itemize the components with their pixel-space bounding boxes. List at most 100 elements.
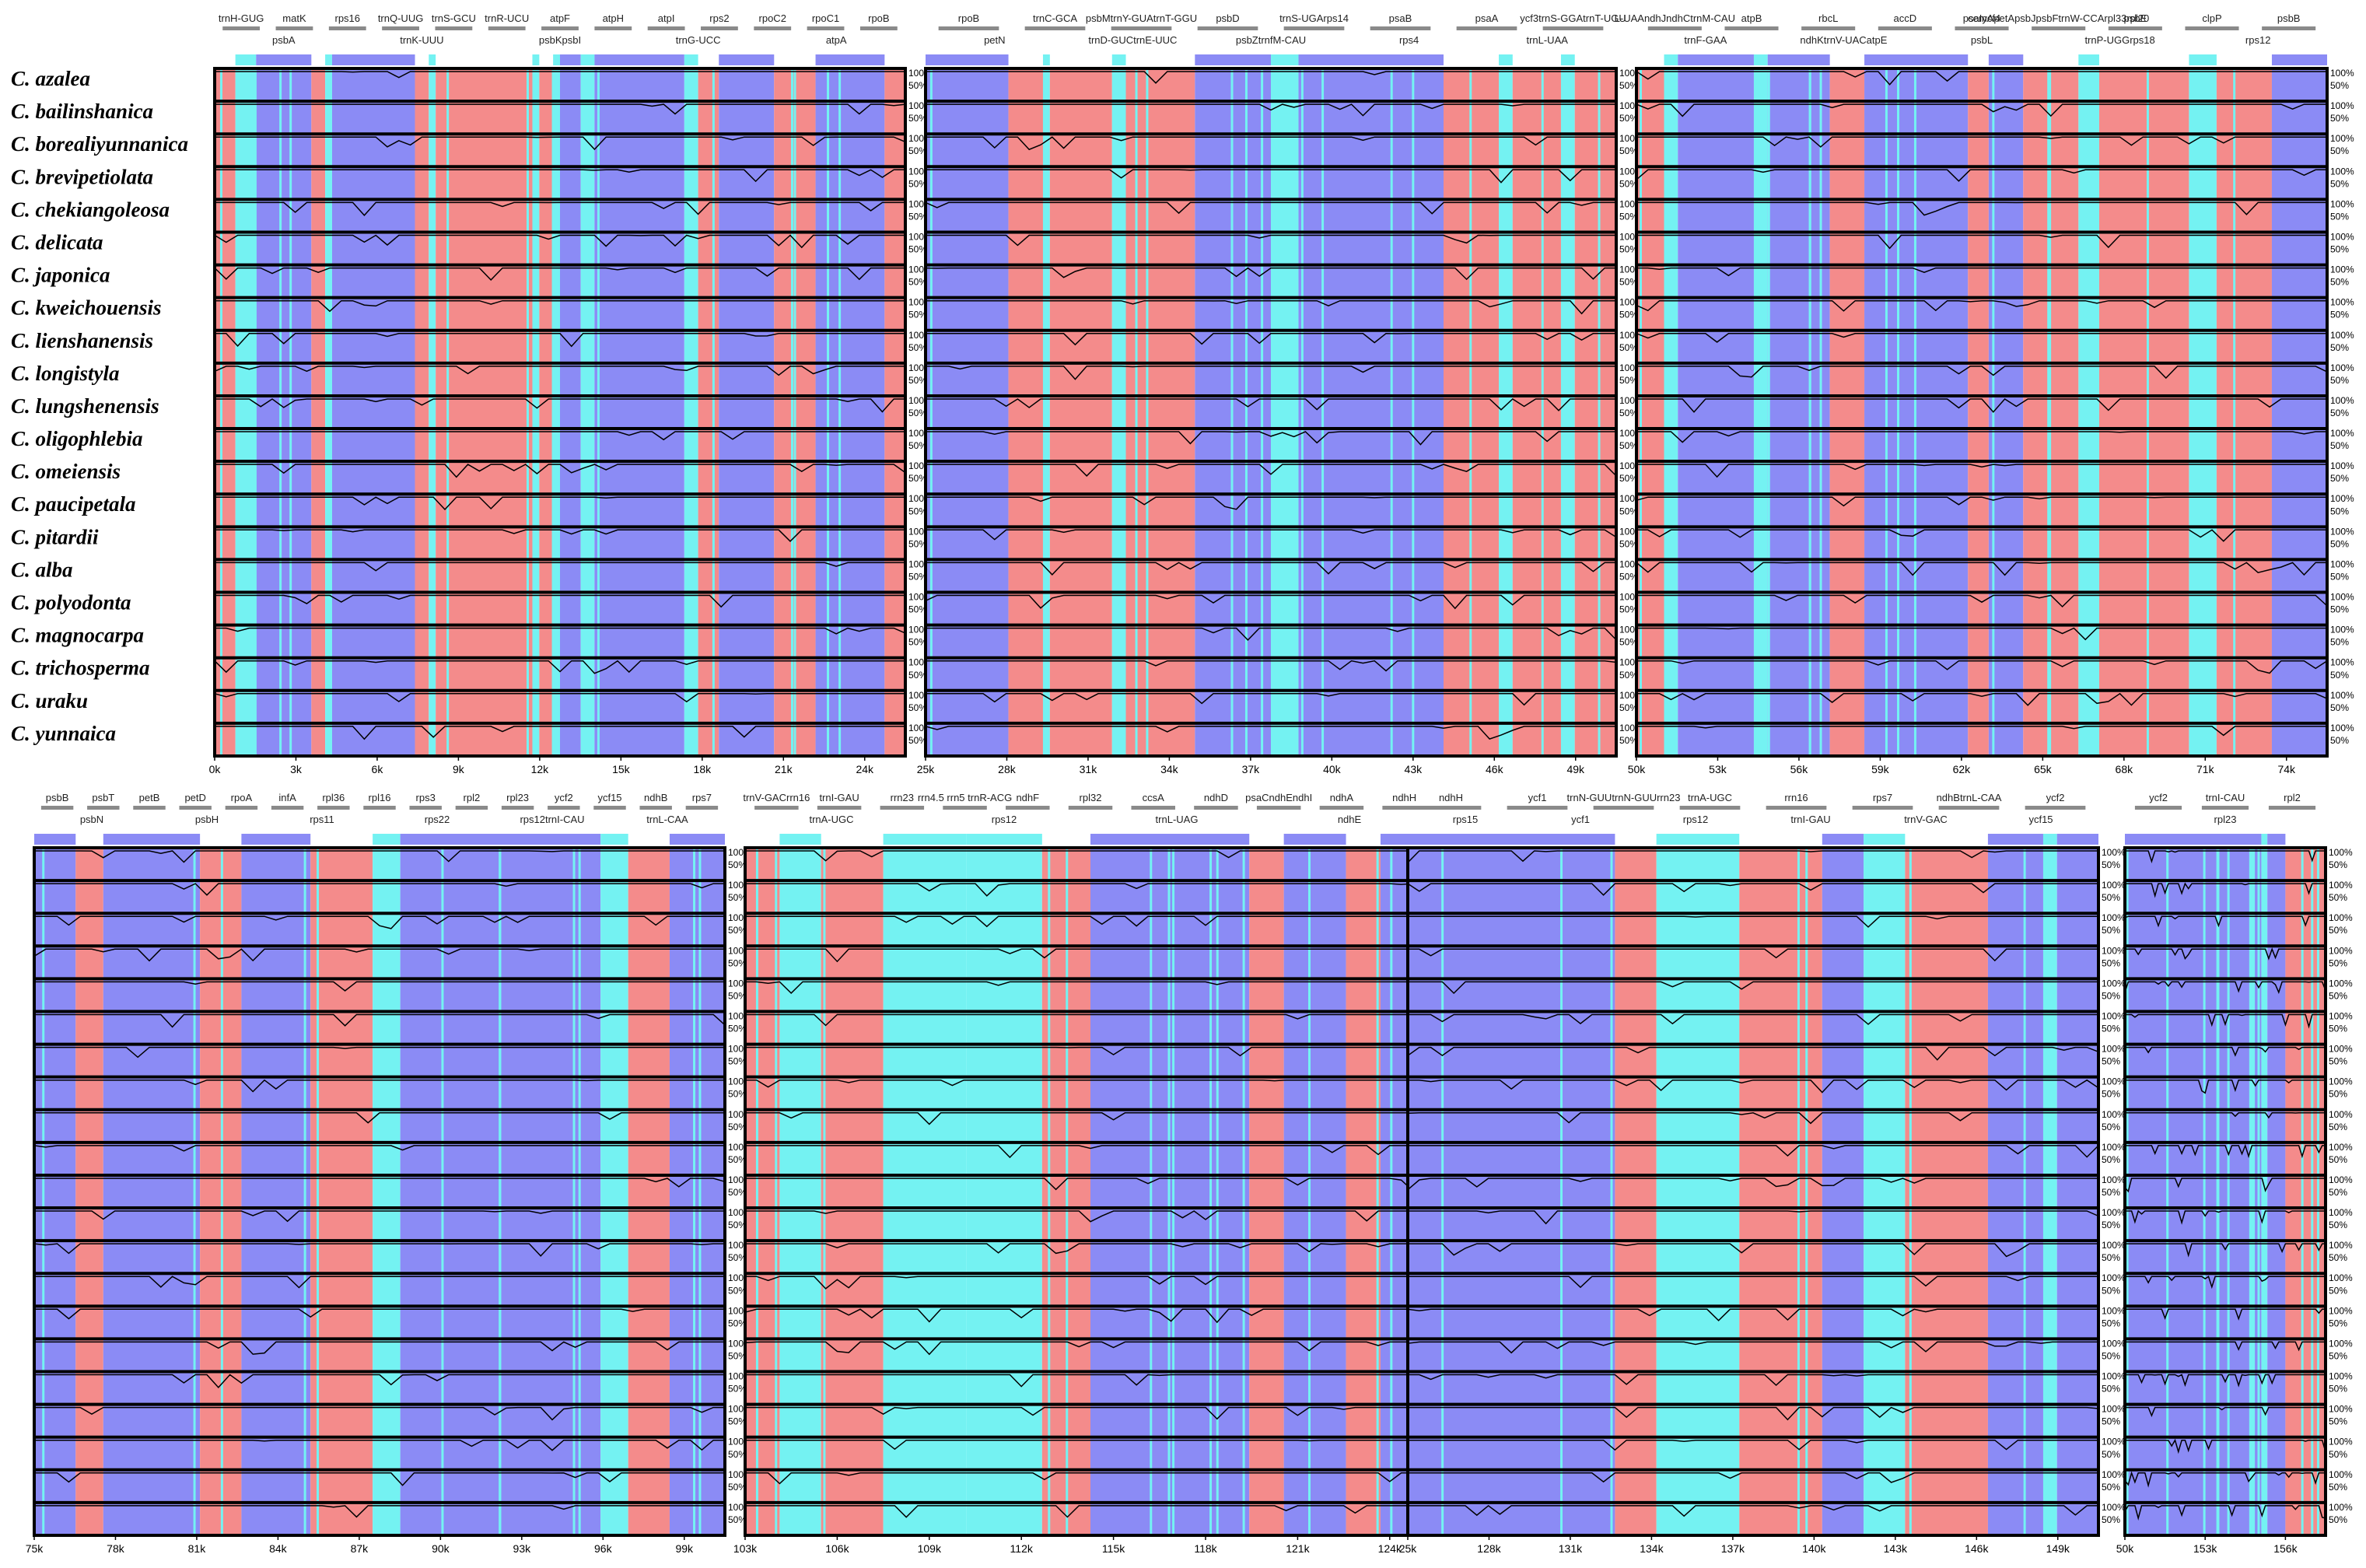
gene-label: rps2 [709,12,729,24]
gene-label: psaA [1475,12,1499,24]
percent-label: 50% [2102,1285,2120,1296]
tick-label: 78k [107,1542,125,1555]
gene-arrow [1420,806,1482,810]
region-header [532,54,540,65]
percent-label: 100% [2330,657,2354,668]
gene-label: psbB [2277,12,2301,24]
gene-label: ycf2 [2046,792,2065,803]
region-band [1968,68,1989,756]
region-band [1897,68,1900,756]
gene-label: ycf1 [1571,814,1590,825]
percent-label: 50% [728,892,747,903]
percent-label: 50% [908,80,927,91]
gene-arrow [859,26,898,30]
region-header [669,834,725,845]
identity-curve [33,1210,725,1223]
identity-curve [925,529,1617,541]
tick-label: 21k [775,763,793,775]
gene-arrow [87,806,120,810]
identity-curve [1407,1145,2099,1158]
percent-label: 50% [2329,1089,2347,1100]
percent-label: 100% [2102,978,2126,989]
identity-curve [744,1112,1436,1125]
region-band [2049,68,2052,756]
percent-label: 100% [2330,264,2354,275]
gene-arrow [701,26,738,30]
region-band [1288,68,1291,756]
region-band [719,68,775,756]
gene-arrow [455,806,488,810]
identity-curve [1636,692,2328,706]
identity-curve [33,1112,725,1124]
region-band [1664,68,1678,756]
region-band [1242,848,1245,1535]
region-band [2216,68,2272,756]
region-header [1822,834,1864,845]
species-labels: C. azalea C. bailinshanica C. borealiyunna… [11,67,188,745]
region-band [1822,848,1864,1535]
tick-label: 149k [2046,1542,2070,1555]
gene-label: trnG-UCC [676,34,721,46]
region-band [499,848,502,1535]
percent-label: 50% [728,1449,747,1460]
gene-label: trnK-UUU [400,34,443,46]
region-band [1172,848,1175,1535]
identity-curve [744,1243,1436,1255]
identity-curve [2124,1112,2326,1119]
identity-curve [2124,1209,2326,1225]
gene-arrow [1382,806,1426,810]
identity-curve [925,562,1616,576]
percent-label: 50% [1619,670,1638,681]
region-band [325,68,332,756]
tick-label: 115k [1102,1542,1125,1555]
gene-label: ndhD [1204,792,1228,803]
gene-label: ycf2 [555,792,573,803]
region-band [1640,68,1643,756]
region-band [42,848,45,1535]
alignment-panel: rpoB trnC-GCA psbMtrnY-GUAtrnT-GGU psbD trnS… [917,12,1643,775]
identity-curve [1407,1308,2098,1321]
gene-arrow [2185,26,2239,30]
gene-label: psbZtrnfM-CAU [1236,34,1306,46]
percent-label: 50% [1619,145,1638,156]
identity-curve [1636,333,2327,343]
region-band [1271,68,1299,756]
alignment-panel: ndhH ycf1 trnN-GUUtrnN-GUUrrn23 trnA-UGC rrn… [1399,792,2126,1555]
region-band [2203,848,2206,1535]
region-band [1135,68,1138,756]
species-label: C. alba [11,558,73,581]
region-band [256,68,312,756]
region-header [1656,834,1740,845]
region-band [1893,848,1896,1535]
gene-label: ndhH [1439,792,1463,803]
identity-curve [744,1178,1436,1192]
species-label: C. bailinshanica [11,100,153,123]
percent-label: 100% [2102,1371,2126,1382]
tick-label: 134k [1640,1542,1664,1555]
gene-arrow [501,806,534,810]
region-header [815,54,885,65]
region-band [1300,68,1304,756]
percent-label: 50% [728,925,747,936]
tick-label: 153k [2193,1542,2217,1555]
tick-label: 43k [1405,763,1423,775]
region-header [2189,54,2217,65]
gene-arrow [363,806,396,810]
gene-label: trnF-GAA [1684,34,1727,46]
region-band [790,68,793,756]
tick-label: 156k [2273,1542,2298,1555]
region-header [1753,54,1768,65]
region-band [1167,848,1171,1535]
region-band [1261,68,1264,756]
gene-arrow [594,26,632,30]
gene-label: rps11 [310,814,334,825]
identity-curve [214,594,905,608]
percent-label: 50% [728,1514,747,1525]
gene-arrow [2032,26,2086,30]
gene-arrow [275,26,313,30]
gene-label: rps7 [692,792,712,803]
region-band [1598,68,1601,756]
percent-label: 100% [2102,1109,2126,1120]
identity-curve [1407,981,2098,995]
identity-curve [745,850,1436,862]
